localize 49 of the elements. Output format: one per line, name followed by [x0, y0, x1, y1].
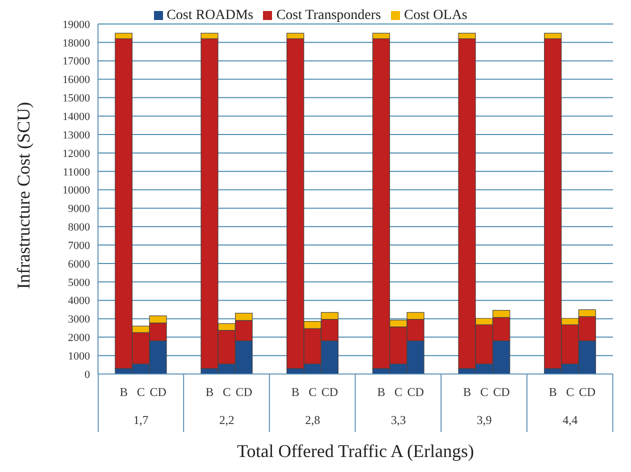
text: 3,3 [390, 413, 406, 427]
x-tick-label: CD [150, 385, 167, 399]
legend-label: Cost ROADMs [166, 8, 254, 23]
text: 3,9 [476, 413, 492, 427]
y-tick-label: 8000 [68, 222, 90, 234]
y-tick-label: 17000 [62, 56, 90, 68]
y-tick-label: 16000 [62, 74, 90, 86]
x-tick-label: CD [578, 385, 596, 399]
x-tick-label: B [377, 385, 386, 399]
y-tick-label: 13000 [62, 129, 90, 142]
text: 4,4 [562, 413, 578, 427]
y-tick-label: 18000 [62, 37, 90, 50]
text: 2,2 [219, 413, 234, 427]
legend-label: Cost Transponders [276, 8, 381, 23]
x-tick-label: C [222, 385, 231, 399]
x-tick-label: CD [236, 385, 253, 399]
x-tick-label: B [548, 385, 557, 399]
y-tick-label: 4000 [68, 295, 90, 308]
x-tick-label: B [206, 385, 214, 399]
text: 2,8 [305, 413, 320, 427]
y-tick-label: 0 [84, 368, 90, 381]
y-tick-label: 2000 [68, 332, 90, 344]
x-tick-label: B [463, 385, 472, 399]
x-tick-label: B [120, 385, 128, 399]
x-tick-label: C [136, 385, 145, 399]
y-tick-label: 3000 [68, 314, 90, 326]
y-tick-label: 6000 [68, 258, 90, 270]
x-tick-label: C [480, 385, 488, 399]
x-tick-label: CD [493, 385, 510, 399]
y-tick-label: 10000 [62, 184, 90, 197]
text: 1,7 [133, 413, 148, 427]
y-tick-label: 9000 [68, 203, 90, 216]
y-tick-label: 14000 [62, 111, 90, 124]
y-tick-label: 1000 [68, 350, 90, 362]
y-tick-label: 19000 [62, 18, 90, 31]
x-tick-label: C [566, 385, 574, 399]
x-axis-title: Total Offered Traffic A (Erlangs) [236, 441, 474, 461]
x-tick-label: CD [407, 385, 424, 399]
y-tick-label: 5000 [68, 276, 90, 289]
x-tick-label: C [394, 385, 402, 399]
x-tick-label: CD [321, 385, 338, 399]
y-tick-label: 11000 [62, 166, 90, 178]
x-tick-label: B [291, 385, 300, 399]
x-tick-label: C [308, 385, 317, 399]
y-axis-title: Infrastructure Cost (SCU) [13, 102, 34, 289]
y-tick-label: 12000 [62, 148, 90, 160]
legend-label: Cost OLAs [404, 8, 468, 23]
y-tick-label: 7000 [68, 240, 90, 252]
y-tick-label: 15000 [62, 92, 90, 105]
